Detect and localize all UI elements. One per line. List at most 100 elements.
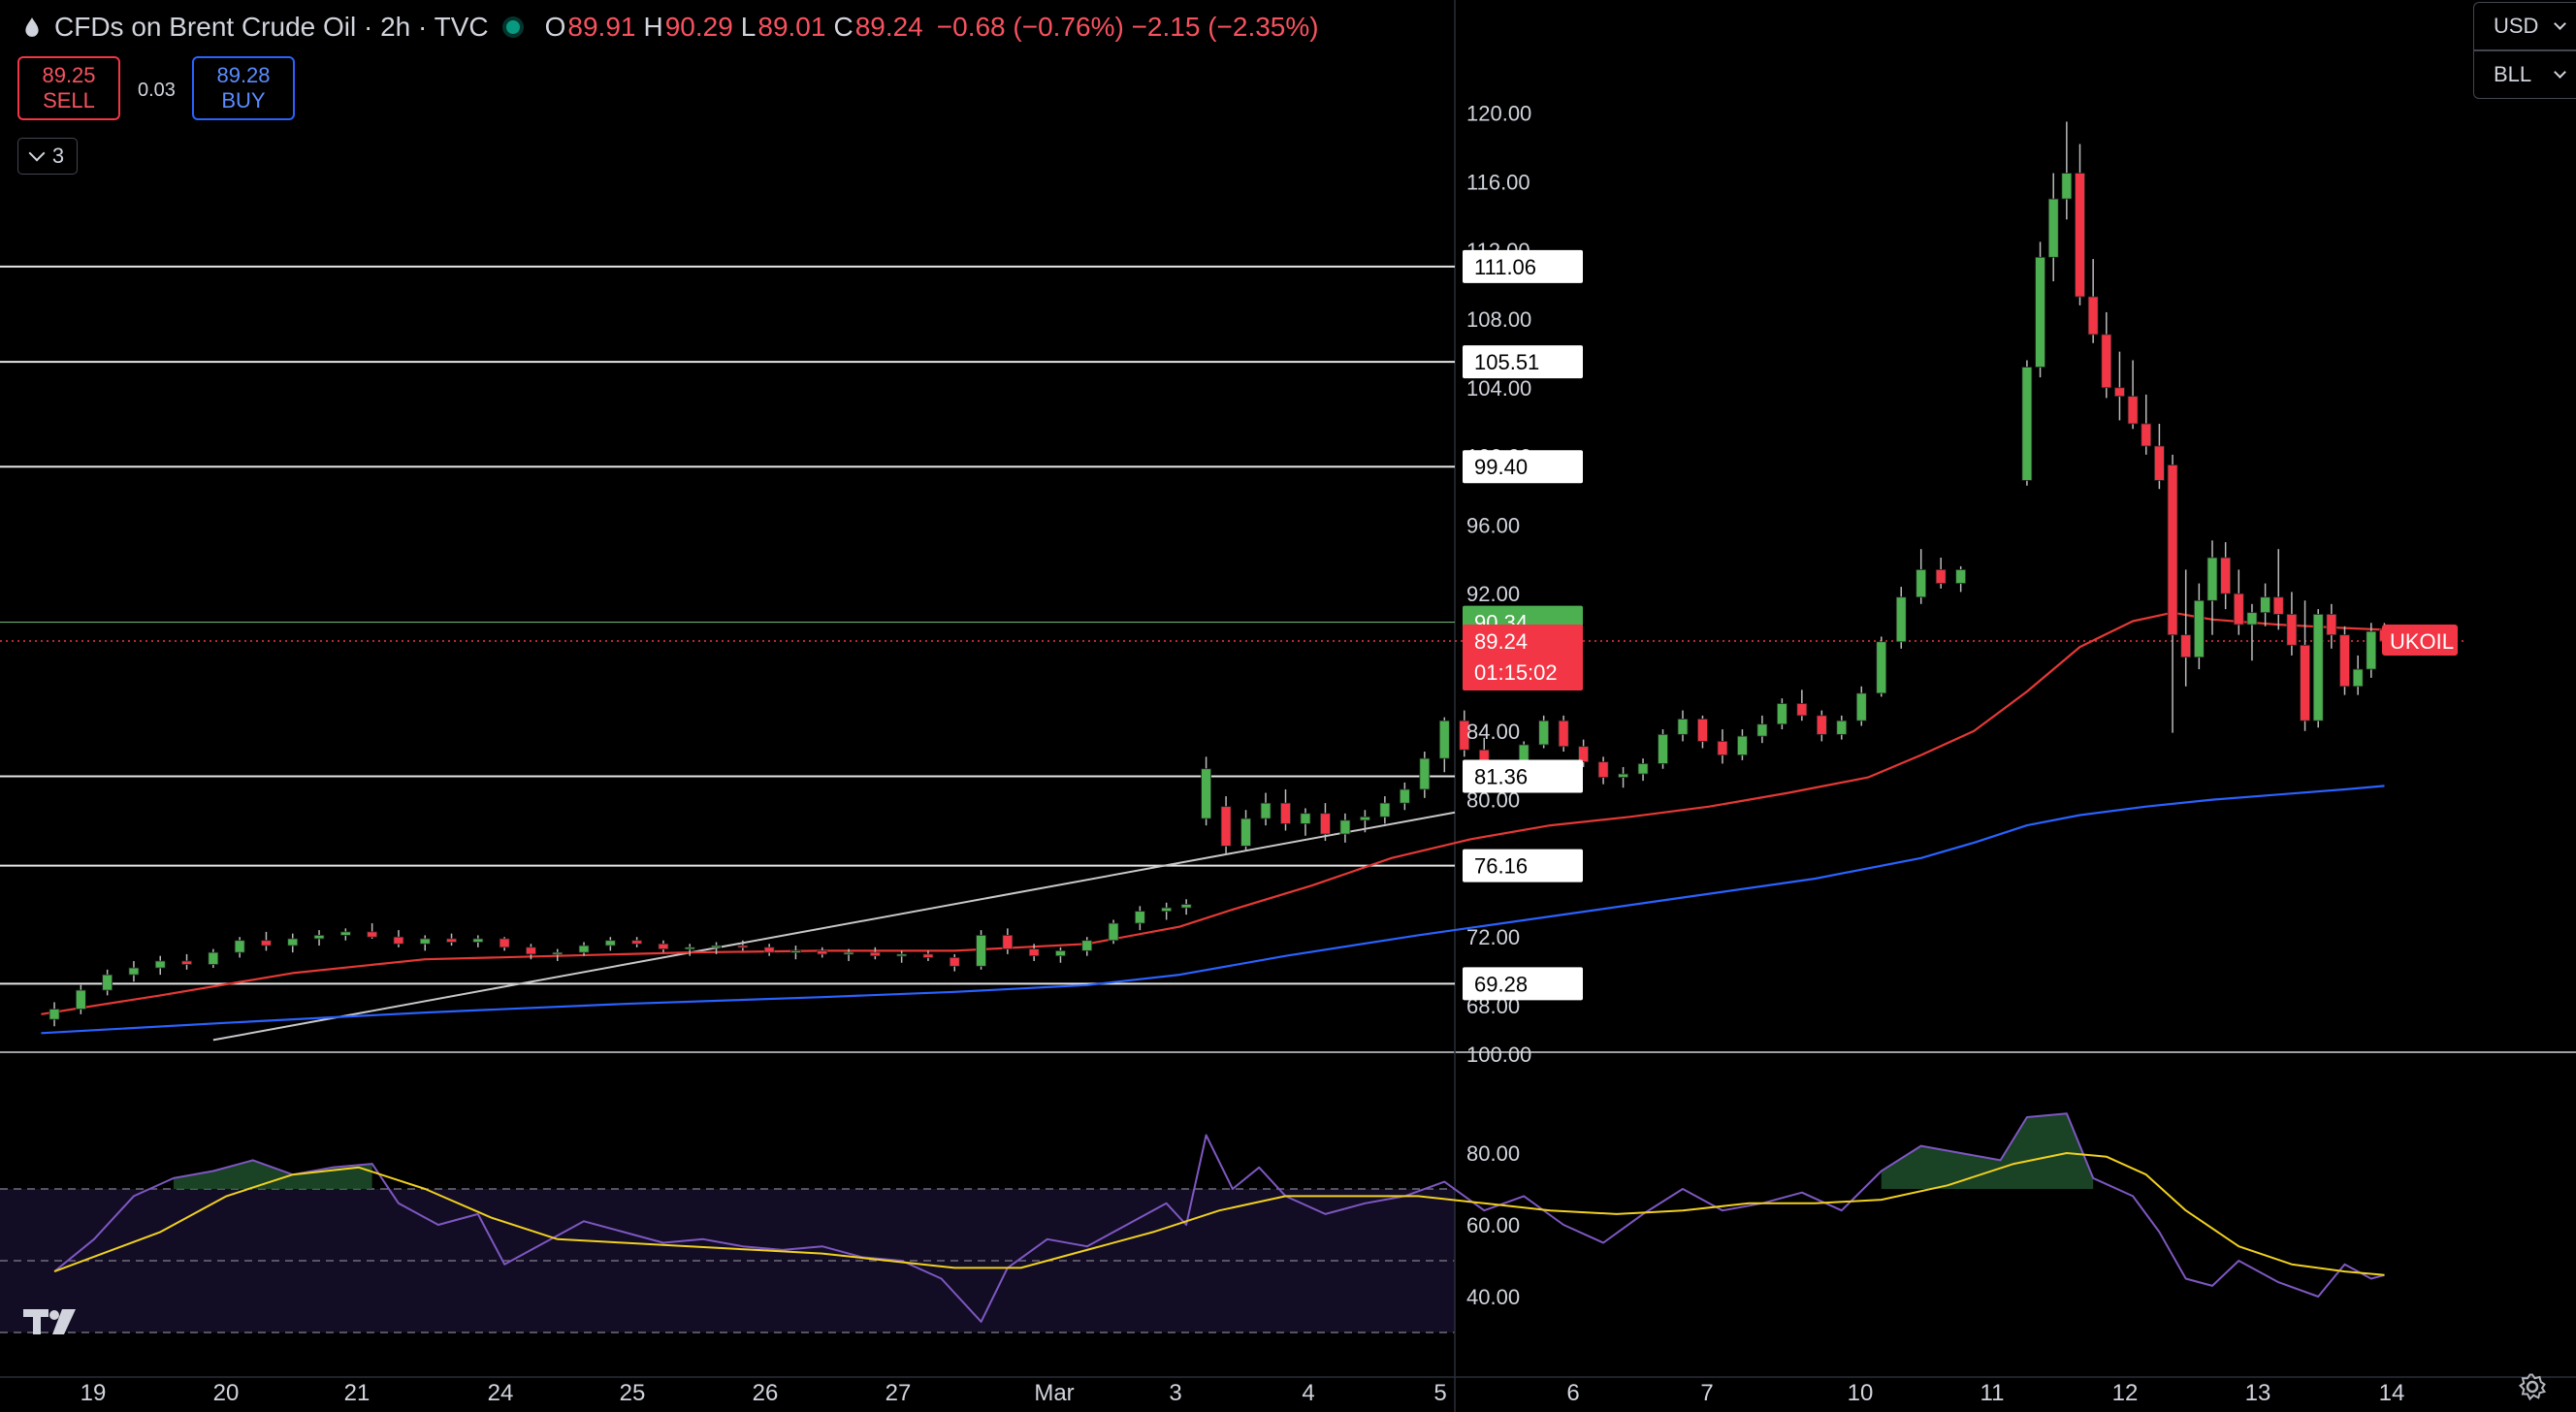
candle: [1658, 729, 1668, 769]
candle-body: [1339, 819, 1351, 835]
candle: [48, 1002, 60, 1027]
candle: [1220, 796, 1232, 855]
candle-body: [128, 967, 140, 976]
sell-label: SELL: [43, 88, 95, 112]
time-tick-label: 3: [1169, 1380, 1181, 1406]
candle-body: [1697, 719, 1708, 742]
candle-body: [1320, 813, 1331, 835]
candle-body: [1836, 720, 1848, 735]
candle: [1916, 549, 1927, 604]
settings-gear-icon[interactable]: [2518, 1372, 2547, 1401]
candle-body: [1438, 720, 1450, 759]
candle: [2233, 569, 2244, 635]
candle-body: [2153, 445, 2165, 481]
candle-body: [843, 951, 854, 955]
last-price-text: 89.24: [1474, 629, 1528, 654]
price-tick-label: 92.00: [1466, 582, 1520, 606]
candle: [1399, 782, 1410, 811]
candle: [2087, 259, 2099, 343]
candle-body: [711, 945, 722, 948]
candle-body: [1855, 692, 1867, 722]
candle: [499, 937, 510, 951]
candle: [763, 944, 775, 956]
candle: [1419, 752, 1431, 798]
candle: [367, 923, 378, 939]
candle: [1339, 813, 1351, 843]
symbol-title[interactable]: CFDs on Brent Crude Oil · 2h · TVC: [54, 12, 489, 42]
indicators-toggle-button[interactable]: 3: [17, 138, 78, 175]
candle: [1717, 729, 1728, 764]
candle-body: [1618, 773, 1628, 778]
close-value: 89.24: [854, 12, 923, 42]
level-price-label: 81.36: [1463, 759, 1583, 793]
candle-body: [684, 947, 695, 950]
time-tick-label: 10: [1848, 1380, 1874, 1406]
candle-body: [1895, 596, 1907, 643]
buy-button[interactable]: 89.28 BUY: [192, 56, 295, 120]
candle-body: [1180, 904, 1192, 909]
sell-price: 89.25: [42, 63, 96, 87]
candle-body: [2047, 198, 2059, 258]
low-label: L: [740, 12, 757, 42]
candle-body: [2101, 334, 2112, 389]
trendline: [212, 811, 1456, 1042]
level-price-label-bg: [1463, 759, 1583, 793]
sell-button[interactable]: 89.25 SELL: [17, 56, 120, 120]
candle-body: [102, 974, 113, 991]
currency-select[interactable]: USD: [2473, 2, 2576, 50]
candle: [2260, 583, 2271, 626]
candle: [1935, 558, 1947, 589]
unit-select[interactable]: BLL: [2473, 50, 2576, 99]
candle-body: [313, 935, 325, 940]
candle-body: [2339, 634, 2350, 688]
candle-body: [1776, 703, 1787, 725]
candle-body: [1108, 922, 1119, 942]
candle: [2286, 592, 2298, 656]
candle-body: [419, 938, 431, 945]
candle-body: [1756, 723, 1768, 737]
candle: [1836, 715, 1848, 740]
oil-drop-icon: [25, 17, 39, 37]
tradingview-logo[interactable]: [23, 1307, 81, 1338]
candle: [1756, 715, 1768, 744]
level-price-label-text: 105.51: [1474, 350, 1539, 374]
candle: [393, 930, 404, 947]
candle: [1240, 810, 1251, 851]
candle: [2366, 623, 2377, 678]
candle-body: [1379, 802, 1391, 818]
candle: [1776, 698, 1787, 730]
candle-body: [1161, 907, 1173, 913]
sma-fast-line: [41, 611, 2385, 1015]
unit-value: BLL: [2494, 62, 2532, 86]
level-price-label-text: 76.16: [1474, 854, 1528, 879]
candle: [1028, 944, 1040, 961]
candle: [604, 937, 616, 951]
candle: [2075, 144, 2085, 305]
candle: [1134, 906, 1145, 931]
candle: [154, 955, 166, 976]
time-tick-label: 12: [2112, 1380, 2139, 1406]
time-tick-label: 6: [1566, 1380, 1579, 1406]
price-tick-label: 120.00: [1466, 102, 1531, 126]
symbol-tag-bg: [2382, 625, 2458, 657]
candle: [1459, 710, 1470, 757]
candle-body: [1597, 761, 1609, 778]
candle-body: [261, 940, 272, 947]
candle-body: [499, 938, 510, 948]
time-tick-label: 14: [2379, 1380, 2405, 1406]
candle: [1637, 758, 1649, 782]
candle: [2153, 423, 2165, 490]
candle-body: [2206, 557, 2218, 601]
symbol-tag-text: UKOIL: [2390, 629, 2454, 654]
candle-body: [2167, 465, 2178, 636]
rsi-line: [53, 1112, 2385, 1323]
candle: [181, 953, 192, 970]
open-label: O: [544, 12, 566, 42]
candle-body: [896, 953, 908, 957]
candle: [949, 953, 960, 972]
candle: [2180, 569, 2192, 687]
candle: [102, 969, 113, 996]
candle-body: [367, 931, 378, 938]
candle-body: [869, 951, 881, 957]
